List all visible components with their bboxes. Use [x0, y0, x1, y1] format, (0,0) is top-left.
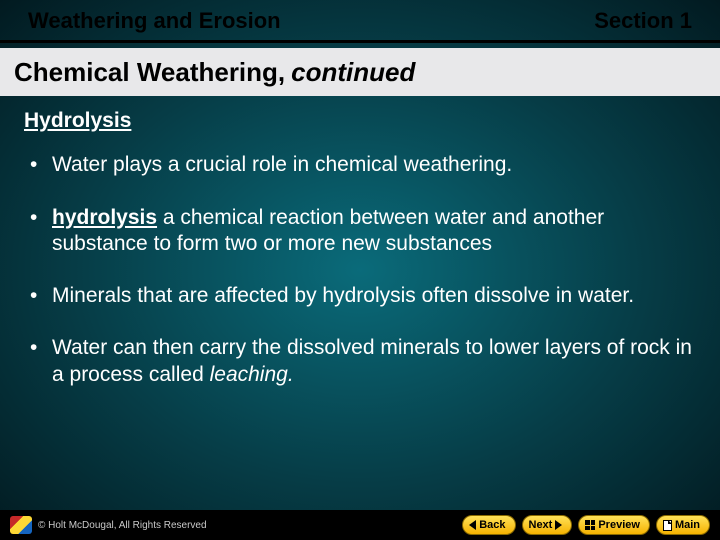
- header: Weathering and Erosion Section 1: [0, 0, 720, 42]
- chapter-title: Weathering and Erosion: [28, 8, 281, 42]
- copyright: © Holt McDougal, All Rights Reserved: [10, 516, 207, 534]
- slide-title-continued: continued: [291, 57, 415, 88]
- bullet-list: Water plays a crucial role in chemical w…: [24, 152, 696, 388]
- bullet-text: Minerals that are affected by hydrolysis…: [52, 284, 634, 307]
- page-icon: [663, 520, 672, 531]
- slide-title-bar: Chemical Weathering, continued: [0, 48, 720, 96]
- list-item: Water can then carry the dissolved miner…: [24, 335, 696, 388]
- slide-title: Chemical Weathering,: [14, 57, 285, 88]
- term-hydrolysis: hydrolysis: [52, 206, 157, 229]
- preview-button[interactable]: Preview: [578, 515, 650, 535]
- bullet-text: Water can then carry the dissolved miner…: [52, 336, 692, 385]
- main-label: Main: [675, 519, 700, 531]
- copyright-text: © Holt McDougal, All Rights Reserved: [38, 520, 207, 531]
- nav-buttons: Back Next Preview Main: [462, 515, 710, 535]
- publisher-logo-icon: [10, 516, 32, 534]
- list-item: Water plays a crucial role in chemical w…: [24, 152, 696, 178]
- main-button[interactable]: Main: [656, 515, 710, 535]
- footer: © Holt McDougal, All Rights Reserved Bac…: [0, 510, 720, 540]
- subheading: Hydrolysis: [24, 108, 696, 134]
- arrow-left-icon: [469, 520, 476, 530]
- term-leaching: leaching.: [210, 363, 294, 386]
- preview-label: Preview: [598, 519, 640, 531]
- back-button[interactable]: Back: [462, 515, 515, 535]
- bullet-text: Water plays a crucial role in chemical w…: [52, 153, 512, 176]
- grid-icon: [585, 520, 595, 530]
- arrow-right-icon: [555, 520, 562, 530]
- next-label: Next: [529, 519, 553, 531]
- slide: Weathering and Erosion Section 1 Chemica…: [0, 0, 720, 540]
- list-item: Minerals that are affected by hydrolysis…: [24, 283, 696, 309]
- list-item: hydrolysis a chemical reaction between w…: [24, 205, 696, 258]
- next-button[interactable]: Next: [522, 515, 573, 535]
- section-label: Section 1: [594, 8, 692, 42]
- header-rule: [0, 40, 720, 43]
- content-area: Hydrolysis Water plays a crucial role in…: [24, 108, 696, 414]
- back-label: Back: [479, 519, 505, 531]
